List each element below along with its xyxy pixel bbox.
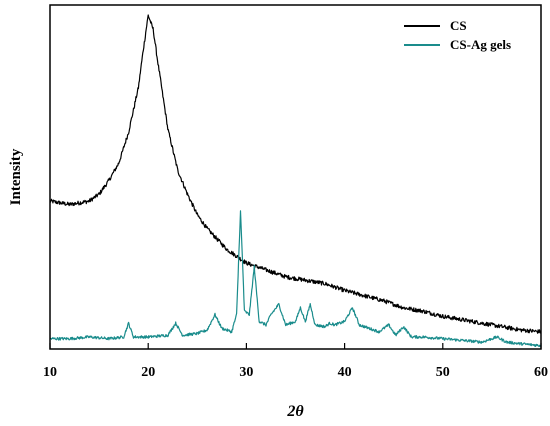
x-tick-label-40: 40 — [338, 365, 352, 380]
x-tick-label-30: 30 — [239, 365, 253, 380]
series-line-cs-ag-gels — [49, 210, 542, 348]
y-axis-label: Intensity — [8, 148, 24, 205]
series-line-cs — [49, 14, 542, 334]
legend-label-cs-ag-gels: CS-Ag gels — [450, 37, 511, 52]
ticks-layer: 10 20 30 40 50 60 — [43, 343, 548, 380]
x-tick-label-60: 60 — [534, 365, 548, 380]
legend-label-cs: CS — [450, 18, 467, 33]
legend: CS CS-Ag gels — [404, 18, 511, 52]
x-tick-label-10: 10 — [43, 365, 57, 380]
x-axis-label: 2θ — [286, 403, 304, 420]
plot-frame — [49, 4, 542, 350]
x-tick-label-20: 20 — [141, 365, 155, 380]
series-layer — [49, 14, 542, 348]
x-tick-label-50: 50 — [436, 365, 450, 380]
